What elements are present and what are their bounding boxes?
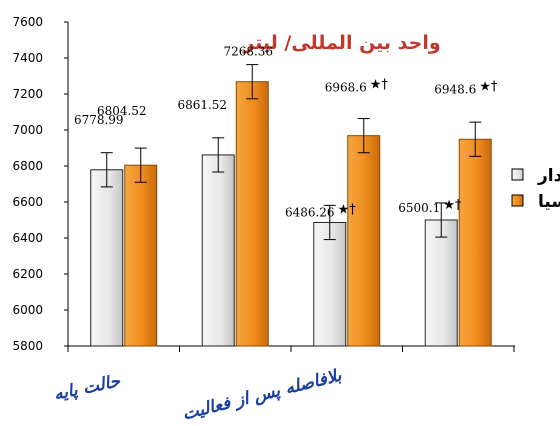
y-tick-label-9: 7600 [12, 15, 43, 29]
legend: دار سيا [511, 166, 560, 212]
data-label-s2-c3: 6968.6 [325, 81, 367, 95]
x-category-labels: حالت پايه بلافاصله پس از فعاليت [52, 366, 344, 425]
x-axis [67, 345, 515, 352]
y-tick-label-2: 6200 [12, 267, 43, 281]
bar-s2-c2 [235, 81, 269, 347]
marker-s1-c3: ★† [338, 202, 357, 217]
data-label-s1-c2: 6861.52 [177, 98, 227, 112]
data-label-s1-c3: 6486.26 [285, 205, 335, 219]
marker-s2-c3: ★† [370, 78, 389, 93]
y-tick-label-4: 6600 [12, 195, 43, 209]
legend-swatch-series-2 [511, 194, 524, 207]
legend-label-series-2: سيا [538, 192, 560, 212]
y-tick-label-5: 6800 [12, 159, 43, 173]
legend-swatch-series-1 [511, 168, 524, 181]
y-tick-label-8: 7400 [12, 51, 43, 65]
bar-s2-c4 [458, 138, 492, 347]
x-category-label-1: حالت پايه [52, 371, 122, 405]
marker-s2-c4: ★† [479, 79, 498, 94]
bar-s1-c1 [90, 169, 124, 347]
y-tick-label-3: 6400 [12, 231, 43, 245]
bar-s2-c1 [124, 164, 158, 347]
data-label-s2-c2: 7268.36 [223, 45, 273, 59]
data-label-s1-c4: 6500.1 [398, 201, 440, 215]
y-tick-label-6: 7000 [12, 123, 43, 137]
y-tick-label-7: 7200 [12, 87, 43, 101]
y-tick-label-0: 5800 [12, 339, 43, 353]
data-label-s2-c4: 6948.6 [434, 82, 476, 96]
data-label-s2-c1: 6804.52 [97, 104, 147, 118]
bars [90, 64, 492, 347]
marker-s1-c4: ★† [443, 198, 462, 213]
bar-s1-c3 [313, 221, 347, 347]
chart-title: واحد بين المللى/ ليتر [242, 32, 440, 54]
x-category-label-2: بلافاصله پس از فعاليت [181, 366, 344, 425]
bar-s1-c2 [201, 154, 235, 347]
data-label-s1-c1: 6778.99 [74, 113, 124, 127]
bar-s1-c4 [424, 219, 458, 347]
legend-label-series-1: دار [537, 166, 560, 186]
bar-s2-c3 [347, 135, 381, 347]
y-axis: 5800 6000 6200 6400 6600 6800 7000 7200 7400 7600 [12, 15, 69, 353]
y-tick-label-1: 6000 [12, 303, 43, 317]
